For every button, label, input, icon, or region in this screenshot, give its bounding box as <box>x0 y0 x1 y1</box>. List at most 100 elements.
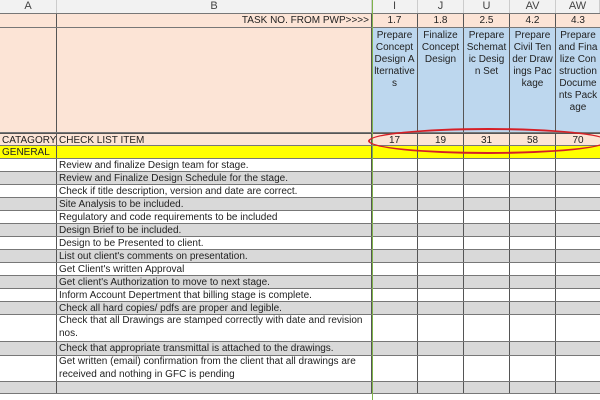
check-cell[interactable] <box>372 172 418 184</box>
check-cell[interactable] <box>372 302 418 314</box>
check-cell[interactable] <box>556 224 600 236</box>
check-cell[interactable] <box>464 224 510 236</box>
check-cell[interactable] <box>418 198 464 210</box>
task-number[interactable]: 1.7 <box>372 14 418 27</box>
checklist-item[interactable] <box>57 382 372 393</box>
check-cell[interactable] <box>510 211 556 223</box>
task-number[interactable]: 1.8 <box>418 14 464 27</box>
check-cell[interactable] <box>510 276 556 288</box>
check-cell[interactable] <box>464 185 510 197</box>
checklist-item[interactable]: Get Client's written Approval <box>57 263 372 275</box>
check-cell[interactable] <box>418 342 464 355</box>
check-cell[interactable] <box>464 315 510 341</box>
check-cell[interactable] <box>372 224 418 236</box>
cell[interactable] <box>0 172 57 184</box>
column-header-AV[interactable]: AV <box>510 0 556 13</box>
task-number-label[interactable]: TASK NO. FROM PWP>>>> <box>57 14 372 27</box>
check-cell[interactable] <box>464 198 510 210</box>
checklist-item[interactable]: Review and finalize Design team for stag… <box>57 159 372 171</box>
checklist-item[interactable]: Review and Finalize Design Schedule for … <box>57 172 372 184</box>
check-cell[interactable] <box>510 198 556 210</box>
check-cell[interactable] <box>418 356 464 381</box>
column-header-U[interactable]: U <box>464 0 510 13</box>
check-cell[interactable] <box>464 342 510 355</box>
check-cell[interactable] <box>372 237 418 249</box>
cell[interactable] <box>0 159 57 171</box>
check-cell[interactable] <box>418 302 464 314</box>
check-cell[interactable] <box>418 185 464 197</box>
cell[interactable] <box>0 356 57 381</box>
check-cell[interactable] <box>510 250 556 262</box>
check-cell[interactable] <box>418 237 464 249</box>
task-description[interactable]: Prepare and Finalize Construction Docume… <box>556 28 600 132</box>
column-header-AW[interactable]: AW <box>556 0 600 13</box>
check-cell[interactable] <box>372 315 418 341</box>
cell[interactable] <box>0 276 57 288</box>
checklist-item[interactable]: Check that all Drawings are stamped corr… <box>57 315 372 341</box>
check-cell[interactable] <box>556 172 600 184</box>
check-cell[interactable] <box>464 302 510 314</box>
checklist-item[interactable]: Design to be Presented to client. <box>57 237 372 249</box>
check-cell[interactable] <box>556 289 600 301</box>
task-description[interactable]: Prepare Schematic Design Set <box>464 28 510 132</box>
cell[interactable] <box>0 342 57 355</box>
checklist-item[interactable]: Check all hard copies/ pdfs are proper a… <box>57 302 372 314</box>
check-cell[interactable] <box>464 211 510 223</box>
check-cell[interactable] <box>464 289 510 301</box>
check-cell[interactable] <box>556 237 600 249</box>
task-description[interactable]: Finalize Concept Design <box>418 28 464 132</box>
cell[interactable] <box>0 382 57 393</box>
cell[interactable] <box>510 146 556 158</box>
task-number[interactable]: 4.3 <box>571 15 585 26</box>
checklist-item[interactable]: Design Brief to be included. <box>57 224 372 236</box>
check-cell[interactable] <box>372 211 418 223</box>
cell[interactable] <box>0 250 57 262</box>
check-cell[interactable] <box>556 276 600 288</box>
check-cell[interactable] <box>372 263 418 275</box>
check-cell[interactable] <box>464 276 510 288</box>
check-cell[interactable] <box>510 302 556 314</box>
check-cell[interactable] <box>556 185 600 197</box>
check-cell[interactable] <box>464 250 510 262</box>
category-header[interactable]: CATAGORY <box>2 134 57 145</box>
cell[interactable] <box>0 263 57 275</box>
check-cell[interactable] <box>510 356 556 381</box>
check-cell[interactable] <box>510 237 556 249</box>
checklist-item[interactable]: Inform Account Depertment that billing s… <box>57 289 372 301</box>
column-header-I[interactable]: I <box>372 0 418 13</box>
check-cell[interactable] <box>372 382 418 393</box>
check-cell[interactable] <box>418 211 464 223</box>
cell[interactable] <box>0 28 57 132</box>
check-cell[interactable] <box>372 250 418 262</box>
check-cell[interactable] <box>372 276 418 288</box>
check-cell[interactable] <box>556 159 600 171</box>
check-cell[interactable] <box>510 382 556 393</box>
cell[interactable] <box>0 224 57 236</box>
check-cell[interactable] <box>372 342 418 355</box>
task-number[interactable]: 2.5 <box>464 14 510 27</box>
checklist-item[interactable]: Check that appropriate transmittal is at… <box>57 342 372 355</box>
checklist-item[interactable]: List out client's comments on presentati… <box>57 250 372 262</box>
cell[interactable] <box>0 198 57 210</box>
column-header-B[interactable]: B <box>57 0 372 13</box>
check-cell[interactable] <box>418 289 464 301</box>
check-cell[interactable] <box>418 172 464 184</box>
checklist-item[interactable]: Check if title description, version and … <box>57 185 372 197</box>
check-cell[interactable] <box>464 382 510 393</box>
checklist-item[interactable]: Regulatory and code requirements to be i… <box>57 211 372 223</box>
check-cell[interactable] <box>556 250 600 262</box>
check-cell[interactable] <box>372 356 418 381</box>
checklist-item-header[interactable]: CHECK LIST ITEM <box>57 134 372 145</box>
check-cell[interactable] <box>556 315 600 341</box>
check-cell[interactable] <box>372 289 418 301</box>
task-description[interactable]: Prepare Concept Design Alternatives <box>372 28 418 132</box>
task-description[interactable]: Prepare Civil Tender Drawings Package <box>510 28 556 132</box>
check-cell[interactable] <box>372 198 418 210</box>
check-cell[interactable] <box>418 315 464 341</box>
check-cell[interactable] <box>556 211 600 223</box>
check-cell[interactable] <box>418 382 464 393</box>
check-cell[interactable] <box>464 159 510 171</box>
cell[interactable] <box>0 14 57 27</box>
check-cell[interactable] <box>556 263 600 275</box>
task-number[interactable]: 4.2 <box>510 14 556 27</box>
